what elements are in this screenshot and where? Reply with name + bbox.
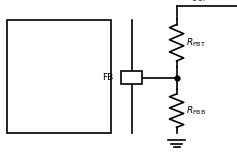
- Text: $R_{\mathrm{FBB}}$: $R_{\mathrm{FBB}}$: [186, 104, 206, 117]
- Text: $V_{\mathrm{OUT}}$: $V_{\mathrm{OUT}}$: [185, 0, 208, 4]
- Bar: [7, 20, 111, 133]
- Text: $R_{\mathrm{FBT}}$: $R_{\mathrm{FBT}}$: [186, 37, 206, 49]
- Text: FB: FB: [102, 73, 114, 82]
- Bar: [122, 71, 142, 84]
